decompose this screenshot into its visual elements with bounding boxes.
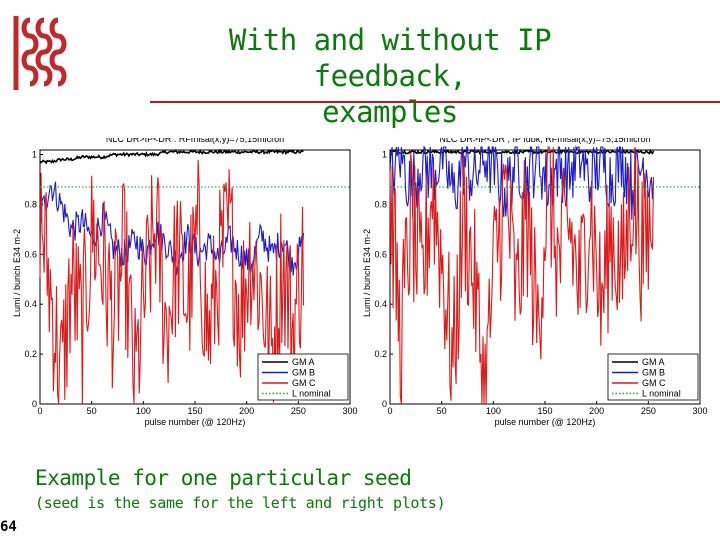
y-tick-label: 0 (32, 399, 37, 409)
title-rule (150, 101, 720, 103)
x-tick-label: 150 (537, 406, 552, 416)
series-line-gm-a (39, 148, 304, 165)
y-tick-label: 0 (382, 399, 387, 409)
subcaption: (seed is the same for the left and right… (35, 494, 446, 512)
legend-label: GM C (642, 378, 666, 388)
x-tick-label: 50 (437, 406, 447, 416)
x-tick-label: 50 (87, 406, 97, 416)
y-axis-label: Lumi / bunch E34 m-2 (12, 229, 22, 317)
series-line-gm-a (389, 148, 655, 156)
x-tick-label: 0 (387, 406, 392, 416)
chart-title: NLC DR>IP<DR : RFmisal(x,y)=75,15micron (106, 138, 284, 144)
y-tick-label: 1 (32, 149, 37, 159)
legend-label: L nominal (292, 389, 331, 399)
chart-2: NLC DR>IP<DR ; IP fdbk; RFmisal(x,y)=75,… (362, 138, 708, 427)
legend-label: GM A (292, 357, 315, 367)
slide-number: 64 (0, 519, 17, 535)
y-tick-label: 0.4 (374, 299, 387, 309)
x-tick-label: 250 (291, 406, 306, 416)
x-tick-label: 200 (239, 406, 254, 416)
y-tick-label: 0.8 (24, 199, 37, 209)
y-axis-label: Lumi / bunch E34 m-2 (362, 229, 372, 317)
y-tick-label: 0.6 (24, 249, 37, 259)
x-tick-label: 150 (187, 406, 202, 416)
y-tick-label: 0.6 (374, 249, 387, 259)
legend-box (607, 353, 699, 401)
title-line-1: With and without IP feedback, (228, 23, 552, 93)
x-tick-label: 100 (486, 406, 501, 416)
x-tick-label: 200 (589, 406, 604, 416)
y-tick-label: 1 (382, 149, 387, 159)
y-tick-label: 0.4 (24, 299, 37, 309)
y-tick-label: 0.8 (374, 199, 387, 209)
x-tick-label: 300 (342, 406, 357, 416)
slide-title: With and without IP feedback, examples (150, 22, 630, 130)
legend-label: L nominal (642, 389, 681, 399)
chart-1: NLC DR>IP<DR : RFmisal(x,y)=75,15micron 0… (12, 138, 358, 427)
x-tick-label: 0 (37, 406, 42, 416)
x-axis-label: pulse number (@ 120Hz) (495, 417, 596, 427)
title-line-2: examples (322, 95, 458, 129)
y-tick-label: 0.2 (374, 349, 387, 359)
chart-title: NLC DR>IP<DR ; IP fdbk; RFmisal(x,y)=75,… (439, 138, 650, 144)
x-tick-label: 250 (641, 406, 656, 416)
y-tick-label: 0.2 (24, 349, 37, 359)
luminosity-plots: NLC DR>IP<DR : RFmisal(x,y)=75,15micron 0… (12, 138, 708, 427)
legend-label: GM B (642, 368, 665, 378)
x-axis-label: pulse number (@ 120Hz) (145, 417, 246, 427)
x-tick-label: 100 (136, 406, 151, 416)
issc-logo (13, 16, 67, 90)
legend-label: GM A (642, 357, 665, 367)
x-tick-label: 300 (692, 406, 707, 416)
series-line-gm-c (389, 146, 655, 405)
caption: Example for one particular seed (35, 466, 412, 490)
legend-label: GM C (292, 378, 316, 388)
series-line-gm-c (39, 159, 305, 405)
legend-label: GM B (292, 368, 315, 378)
series-line-gm-b (39, 181, 305, 276)
